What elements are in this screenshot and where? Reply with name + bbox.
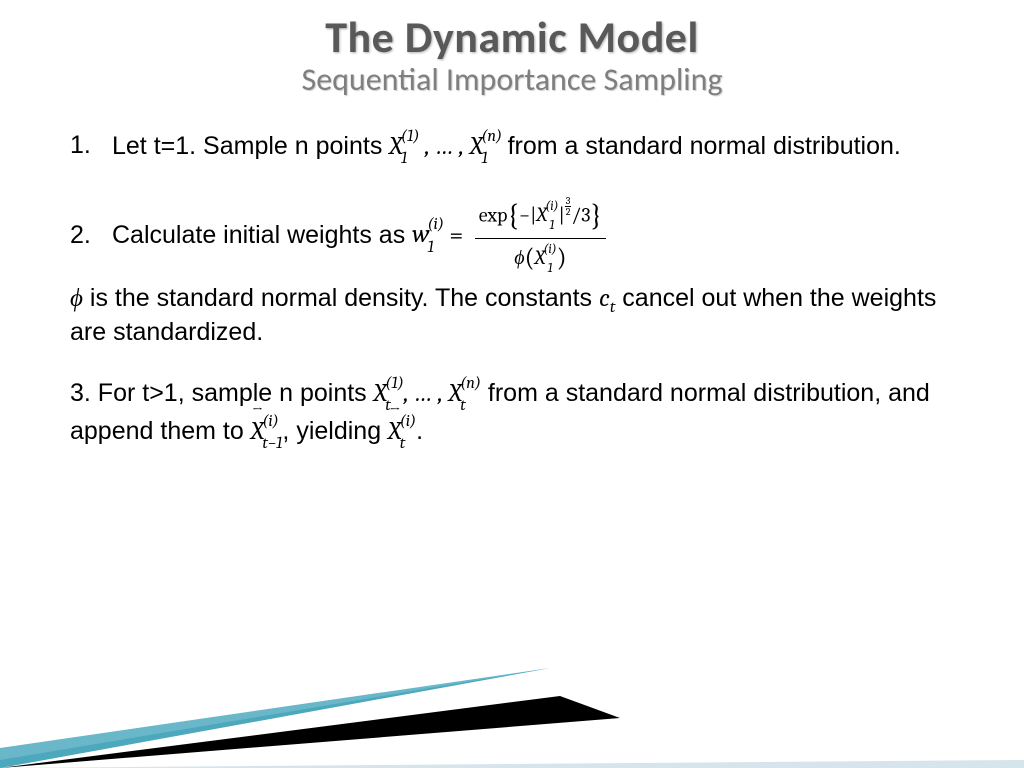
math-X1-n: X(n)1	[470, 132, 508, 161]
math-X1-1: X(1)1	[389, 132, 425, 161]
step-3-part-d: .	[416, 417, 423, 445]
main-title: The Dynamic Model	[0, 10, 1024, 64]
math-Xvec-tm1: X(i)t−1	[251, 417, 283, 446]
math-w1-i: w(i)1	[412, 220, 449, 249]
math-Xvec-t: X(i)t	[388, 417, 416, 446]
step-1-text: Let t=1. Sample n points X(1)1 , … , X(n…	[112, 129, 954, 168]
step-1-part-a: Let t=1. Sample n points	[112, 132, 389, 160]
math-phi: ϕ	[70, 284, 83, 313]
step-2: 2. Calculate initial weights as w(i)1 = …	[70, 196, 954, 277]
math-weight-fraction: exp{−|X(i)1|32/3} ϕ(X(i)1)	[475, 196, 606, 277]
decorative-wedge	[0, 588, 1024, 768]
slide-content: 1. Let t=1. Sample n points X(1)1 , … , …	[0, 99, 1024, 453]
step-2-part-a: Calculate initial weights as	[112, 220, 412, 248]
math-dots-2: , … ,	[404, 379, 449, 408]
step-1-part-b: from a standard normal distribution.	[508, 132, 901, 160]
list-number-3: 3.	[70, 379, 98, 407]
step-3-part-a: For t>1, sample n points	[98, 379, 374, 407]
step-3-part-c: , yielding	[282, 417, 388, 445]
list-number-2: 2.	[70, 219, 112, 253]
phi-note: ϕ is the standard normal density. The co…	[70, 282, 954, 350]
subtitle: Sequential Importance Sampling	[0, 60, 1024, 99]
math-Xt-n: X(n)t	[449, 379, 481, 408]
phi-note-a: is the standard normal density. The cons…	[83, 284, 599, 312]
step-1: 1. Let t=1. Sample n points X(1)1 , … , …	[70, 129, 954, 168]
title-block: The Dynamic Model Sequential Importance …	[0, 0, 1024, 99]
step-3: 3. For t>1, sample n points X(1)t, … , X…	[70, 376, 954, 453]
list-number-1: 1.	[70, 129, 112, 168]
math-equals: =	[449, 220, 468, 249]
step-2-text: Calculate initial weights as w(i)1 = exp…	[112, 196, 606, 277]
math-ct: ct	[599, 284, 615, 313]
math-dots: , … ,	[425, 132, 470, 161]
